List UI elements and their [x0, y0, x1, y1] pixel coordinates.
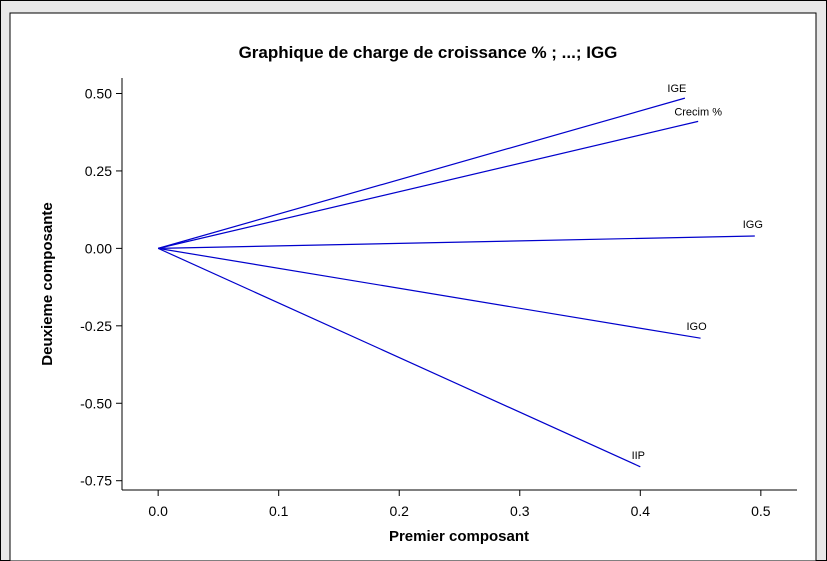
loading-line-iip — [157, 247, 641, 468]
point-label: IIP — [632, 450, 645, 462]
y-tick-label: 0.00 — [85, 240, 112, 256]
point-label: Crecim % — [674, 106, 722, 118]
point-label: IGG — [743, 219, 763, 231]
y-tick-label: -0.50 — [80, 395, 112, 411]
x-tick-label: 0.5 — [751, 503, 771, 519]
loading-line-crecim — [158, 120, 699, 249]
x-tick-label: 0.3 — [510, 503, 530, 519]
y-axis-label: Deuxieme composante — [39, 202, 56, 365]
loading-vectors: IGE Crecim % IGG IGO IIP — [157, 83, 763, 468]
y-ticks: 0.50 0.25 0.00 -0.25 -0.50 -0.75 — [80, 85, 122, 489]
y-tick-label: -0.75 — [80, 473, 112, 489]
y-tick-label: 0.25 — [85, 163, 112, 179]
x-tick-label: 0.1 — [269, 503, 289, 519]
plot-area — [9, 12, 817, 561]
x-tick-label: 0.2 — [389, 503, 409, 519]
y-axis: 0.50 0.25 0.00 -0.25 -0.50 -0.75 Deuxieme com… — [39, 78, 123, 490]
loading-line-igg — [158, 235, 755, 249]
loading-line-igo — [158, 247, 701, 339]
y-tick-label: -0.25 — [80, 318, 112, 334]
y-tick-label: 0.50 — [85, 85, 112, 101]
chart-title: Graphique de charge de croissance % ; ..… — [239, 43, 618, 62]
x-ticks: 0.0 0.1 0.2 0.3 0.4 0.5 — [148, 490, 771, 519]
x-axis-label: Premier composant — [389, 528, 529, 545]
x-tick-label: 0.0 — [148, 503, 168, 519]
loading-line-ige — [157, 97, 686, 249]
point-label: IGO — [686, 321, 707, 333]
point-label: IGE — [667, 83, 686, 95]
x-axis: 0.0 0.1 0.2 0.3 0.4 0.5 Premier composant — [122, 489, 797, 545]
x-tick-label: 0.4 — [631, 503, 651, 519]
